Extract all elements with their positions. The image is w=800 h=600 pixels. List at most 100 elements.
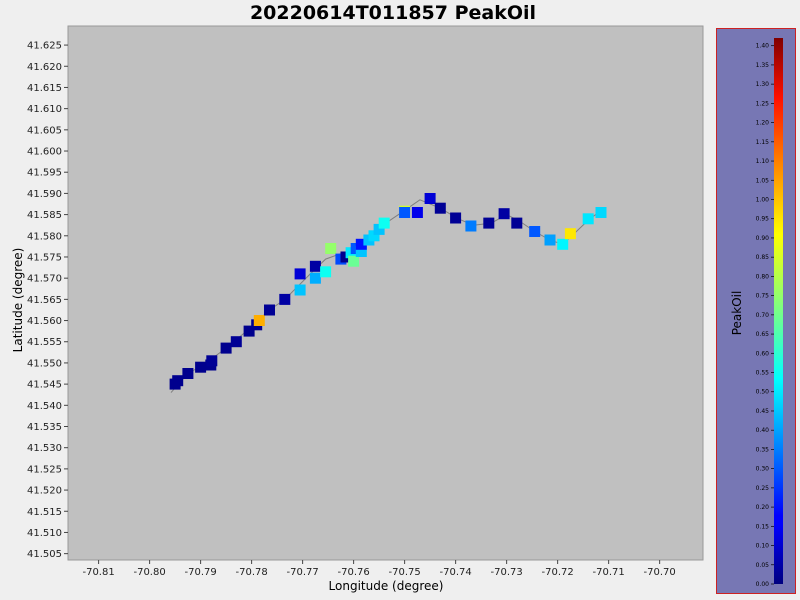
x-tick-label: -70.71 (593, 567, 625, 578)
colorbar-tick-label: 0.55 (756, 370, 770, 377)
data-point (557, 238, 569, 250)
y-tick-label: 41.545 (27, 380, 62, 391)
data-point (564, 228, 576, 240)
data-point (355, 246, 367, 257)
colorbar-tick-label: 1.20 (756, 120, 770, 127)
x-tick-label: -70.81 (82, 567, 114, 578)
data-point (243, 325, 255, 337)
y-tick-label: 41.570 (27, 274, 62, 285)
y-tick-label: 41.605 (27, 125, 62, 136)
x-tick-label: -70.77 (286, 567, 318, 578)
colorbar-tick-label: 0.95 (756, 216, 770, 223)
colorbar-tick-label: 0.10 (756, 543, 770, 550)
colorbar-tick-label: 1.40 (756, 43, 770, 50)
y-tick-label: 41.555 (27, 337, 62, 348)
data-point (230, 336, 242, 348)
colorbar-tick-label: 0.25 (756, 485, 770, 492)
y-tick-label: 41.585 (27, 210, 62, 221)
y-tick-label: 41.620 (27, 62, 62, 73)
y-tick-label: 41.595 (27, 168, 62, 179)
data-points (169, 193, 607, 390)
colorbar-tick-label: 1.15 (756, 139, 770, 146)
colorbar-tick-label: 0.65 (756, 331, 770, 338)
colorbar-label: PeakOil (730, 291, 744, 336)
x-axis-ticks: -70.81 -70.80 -70.79 -70.78 -70.77 -70.76 -70.… (82, 560, 676, 578)
data-point (483, 217, 495, 229)
data-point (195, 361, 207, 373)
x-tick-label: -70.72 (542, 567, 574, 578)
data-point (450, 212, 462, 224)
x-tick-label: -70.73 (491, 567, 523, 578)
data-point (309, 272, 321, 284)
data-point (320, 266, 332, 278)
data-point (220, 342, 232, 354)
data-point (348, 255, 360, 267)
data-point (411, 207, 423, 218)
y-tick-label: 41.510 (27, 528, 62, 539)
data-point (368, 230, 380, 242)
y-axis-ticks: 41.505 41.510 41.515 41.520 41.525 41.530 41.5… (27, 41, 68, 560)
y-axis-label: Latitude (degree) (11, 248, 25, 353)
data-point (264, 304, 275, 316)
colorbar-tick-label: 1.10 (756, 158, 770, 165)
colorbar-tick-label: 0.40 (756, 427, 770, 434)
data-point (279, 293, 291, 305)
y-tick-label: 41.565 (27, 295, 62, 306)
data-point (294, 268, 306, 280)
plot-area (67, 25, 704, 561)
data-point (434, 202, 446, 214)
colorbar-tick-label: 1.00 (756, 196, 770, 203)
data-point (309, 260, 321, 272)
x-tick-label: -70.76 (337, 567, 369, 578)
data-point (206, 355, 218, 367)
y-tick-label: 41.530 (27, 443, 62, 454)
x-axis-label: Longitude (degree) (329, 579, 444, 593)
x-tick-label: -70.80 (133, 567, 165, 578)
y-tick-label: 41.515 (27, 507, 62, 518)
colorbar-tick-label: 0.75 (756, 293, 770, 300)
x-tick-label: -70.75 (389, 567, 421, 578)
y-tick-label: 41.575 (27, 252, 62, 263)
x-tick-label: -70.70 (644, 567, 676, 578)
colorbar-tick-label: 1.25 (756, 100, 770, 107)
x-tick-label: -70.74 (440, 567, 472, 578)
y-tick-label: 41.625 (27, 41, 62, 52)
colorbar-ticks: 0.00 0.05 0.10 0.15 0.20 0.25 0.30 0.35 0.40 0.45… (756, 43, 774, 588)
y-tick-label: 41.600 (27, 147, 62, 158)
data-point (172, 375, 184, 387)
x-tick-label: -70.79 (184, 567, 216, 578)
data-point (253, 315, 265, 326)
y-tick-label: 41.535 (27, 422, 62, 433)
y-tick-label: 41.540 (27, 401, 62, 412)
data-point (465, 220, 477, 232)
colorbar-tick-label: 0.90 (756, 235, 770, 242)
data-point (595, 207, 607, 218)
data-point (582, 213, 594, 225)
colorbar-tick-label: 0.80 (756, 273, 770, 280)
colorbar-tick-label: 0.85 (756, 254, 770, 261)
y-tick-label: 41.615 (27, 83, 62, 94)
data-point (424, 193, 436, 204)
data-point (399, 207, 411, 218)
colorbar-gradient (774, 38, 783, 584)
colorbar-tick-label: 0.70 (756, 312, 770, 319)
y-tick-label: 41.590 (27, 189, 62, 200)
colorbar-tick-label: 0.00 (756, 581, 770, 588)
colorbar-tick-label: 0.60 (756, 350, 770, 357)
y-tick-label: 41.610 (27, 104, 62, 115)
colorbar-tick-label: 0.35 (756, 446, 770, 453)
y-tick-label: 41.520 (27, 486, 62, 497)
data-point (498, 208, 510, 220)
colorbar-tick-label: 1.35 (756, 62, 770, 69)
colorbar-tick-label: 0.30 (756, 466, 770, 473)
y-tick-label: 41.525 (27, 464, 62, 475)
y-tick-label: 41.550 (27, 358, 62, 369)
x-tick-label: -70.78 (235, 567, 267, 578)
data-point (378, 217, 390, 229)
colorbar-tick-label: 0.50 (756, 389, 770, 396)
data-point (529, 226, 541, 237)
colorbar-tick-label: 1.30 (756, 81, 770, 88)
data-point (355, 238, 367, 250)
data-point (544, 234, 556, 246)
